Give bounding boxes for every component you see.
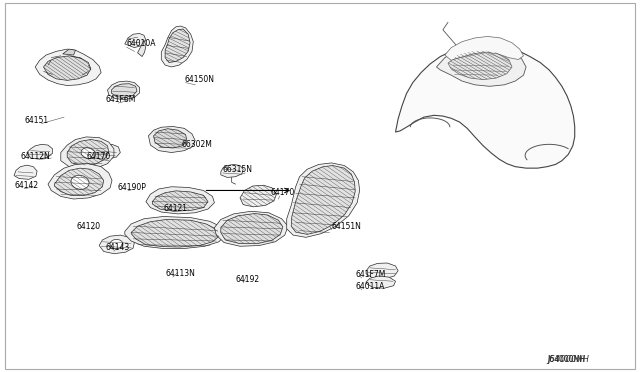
Polygon shape	[240, 185, 276, 207]
Text: 641F7M: 641F7M	[355, 270, 385, 279]
Text: 64010A: 64010A	[127, 39, 156, 48]
Text: J64000NH: J64000NH	[547, 355, 586, 364]
Polygon shape	[111, 84, 137, 97]
Text: 64112N: 64112N	[20, 152, 50, 161]
Polygon shape	[146, 187, 214, 214]
Polygon shape	[138, 40, 146, 57]
Polygon shape	[108, 81, 140, 100]
Text: 641F6M: 641F6M	[106, 95, 136, 104]
Text: 64121: 64121	[163, 204, 187, 213]
Text: 64143: 64143	[106, 243, 130, 252]
Ellipse shape	[110, 240, 123, 249]
Polygon shape	[67, 140, 109, 166]
Polygon shape	[221, 164, 243, 177]
Polygon shape	[27, 144, 52, 159]
Polygon shape	[125, 217, 225, 248]
Polygon shape	[214, 211, 288, 246]
Polygon shape	[125, 33, 146, 48]
Text: 64011A: 64011A	[355, 282, 385, 291]
Polygon shape	[154, 129, 187, 148]
Polygon shape	[165, 29, 190, 62]
Text: 64142: 64142	[14, 181, 38, 190]
Text: 64170: 64170	[86, 152, 111, 161]
Text: 64192: 64192	[236, 275, 260, 284]
Polygon shape	[91, 144, 120, 159]
Polygon shape	[291, 166, 355, 234]
Text: 64120: 64120	[77, 222, 101, 231]
Polygon shape	[366, 276, 396, 288]
Polygon shape	[35, 49, 101, 86]
Polygon shape	[221, 214, 283, 244]
Text: 64170: 64170	[270, 188, 294, 197]
Text: 64151: 64151	[24, 116, 49, 125]
Polygon shape	[152, 191, 208, 211]
Polygon shape	[14, 165, 37, 179]
Text: 66315N: 66315N	[223, 165, 253, 174]
Text: 64150N: 64150N	[184, 75, 214, 84]
Text: 64151N: 64151N	[332, 222, 362, 231]
Text: 64190P: 64190P	[117, 183, 146, 192]
Polygon shape	[131, 219, 219, 247]
Polygon shape	[287, 163, 360, 237]
Polygon shape	[63, 49, 76, 55]
Polygon shape	[366, 263, 398, 279]
Text: 66302M: 66302M	[181, 140, 212, 149]
Polygon shape	[48, 164, 112, 199]
Polygon shape	[161, 26, 193, 67]
Polygon shape	[448, 51, 512, 80]
Polygon shape	[61, 137, 114, 169]
Polygon shape	[436, 46, 526, 86]
Polygon shape	[148, 126, 195, 153]
Polygon shape	[396, 45, 575, 168]
Polygon shape	[445, 36, 524, 60]
Polygon shape	[44, 56, 91, 80]
Text: 64113N: 64113N	[165, 269, 195, 278]
Ellipse shape	[81, 148, 95, 159]
Ellipse shape	[71, 175, 89, 189]
Polygon shape	[99, 235, 134, 254]
Polygon shape	[54, 168, 104, 196]
Text: J64000NH: J64000NH	[547, 355, 589, 364]
